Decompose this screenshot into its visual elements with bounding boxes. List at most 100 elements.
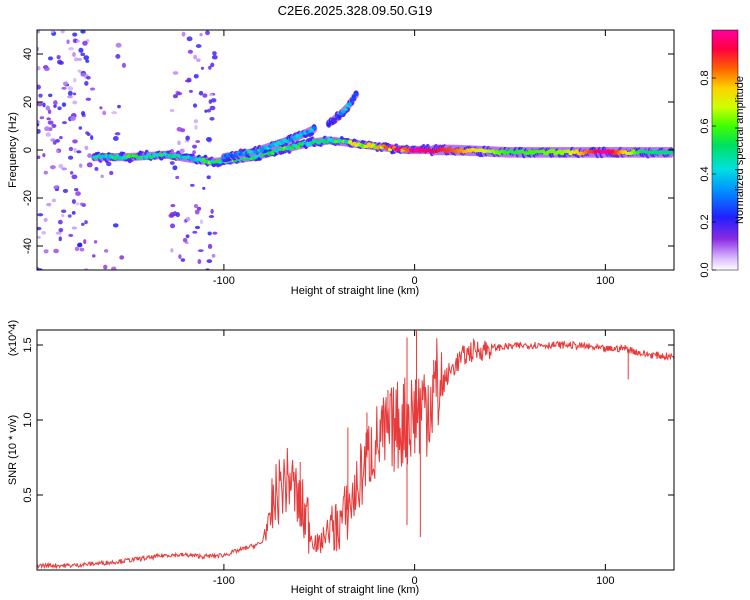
spectrogram-noise-blob [196,58,201,63]
spectrogram-noise-blob [194,209,200,215]
chart-title: C2E6.2025.328.09.50.G19 [278,3,433,18]
spectrogram-noise-blob [176,127,183,132]
spectrogram-noise-blob [84,80,89,86]
spectrogram-ytick-label: -20 [22,190,34,206]
spectrogram-noise-blob [76,150,82,154]
spectrogram-noise-blob [178,254,182,260]
spectrogram-noise-blob [37,66,41,71]
spectrogram-noise-blob [51,198,57,203]
spectrogram-noise-blob [50,138,56,142]
spectrogram-noise-blob [39,116,45,120]
spectrogram-noise-blob [46,117,51,121]
spectrogram-noise-blob [73,57,78,62]
spectrogram-noise-blob [187,49,194,54]
spectrogram-noise-blob [175,175,180,180]
spectrogram-noise-blob [47,56,54,61]
spectrogram-noise-blob [56,54,61,60]
spectrogram-noise-blob [71,199,76,204]
snr-series-line [37,337,674,570]
spectrogram-track-core [341,109,346,114]
spectrogram-noise-blob [199,219,204,225]
spectrogram-noise-blob [44,126,50,132]
spectrogram-noise-blob [85,75,91,80]
spectrogram-noise-blob [79,163,83,168]
spectrogram-noise-blob [80,30,86,34]
spectrogram-noise-blob [197,259,202,265]
spectrogram-noise-blob [37,155,41,160]
spectrogram-noise-blob [111,266,117,270]
spectrogram-ytick-label: 40 [22,48,34,60]
spectrogram-noise-blob [114,132,121,136]
spectrogram-noise-blob [42,102,46,108]
spectrogram-noise-blob [37,119,40,124]
spectrogram-noise-blob [83,55,90,61]
spectrogram-noise-blob [210,98,217,103]
spectrogram-noise-blob [68,47,74,51]
spectrogram-noise-blob [48,93,53,98]
spectrogram-noise-blob [78,126,83,130]
spectrogram-xtick-label: 100 [596,275,614,287]
spectrogram-noise-blob [38,93,43,98]
spectrogram-ticks: -100 0 100 -40 -20 0 20 40 [22,30,674,287]
spectrogram-noise-blob [194,225,201,230]
spectrogram-noise-blob [81,222,85,226]
spectrogram-track-core [444,149,449,154]
spectrogram-noise-blob [211,253,216,258]
spectrogram-noise-blob [61,167,68,171]
spectrogram-track-core [349,97,354,102]
spectrogram-track-core [446,146,451,151]
spectrogram-noise-blob [73,147,77,153]
spectrogram-noise-blob [172,71,179,75]
snr-frame [36,329,675,571]
spectrogram-noise-blob [67,95,73,99]
colorbar-tick-label: 0.0 [699,262,711,277]
spectrogram-noise-blob [169,211,175,217]
spectrogram-noise-blob [41,230,46,235]
spectrogram-track-core [353,92,359,97]
spectrogram-noise-blob [67,155,74,160]
spectrogram-noise-blob [43,66,50,71]
spectrogram-noise-blob [37,102,43,107]
spectrogram-noise-blob [177,140,181,146]
spectrogram-noise-blob [60,30,65,34]
spectrogram-noise-blob [170,248,174,253]
spectrogram-noise-blob [72,92,77,96]
spectrogram-ytick-label: 0 [22,147,34,153]
spectrogram-noise-blob [76,57,83,61]
spectrogram-noise-blob [195,140,201,143]
spectrogram-noise-blob [85,97,92,101]
colorbar-tick-label: 0.8 [699,70,711,85]
spectrogram-noise-blob [79,247,85,252]
spectrogram-noise-blob [55,138,60,143]
spectrogram-noise-blob [193,73,199,79]
snr-ytick-label: 1.0 [22,412,34,427]
spectrogram-noise-blob [80,202,84,206]
spectrogram-track-core [402,147,407,151]
spectrogram-noise-blob [58,228,64,233]
spectrogram-noise-blob [61,214,65,218]
spectrogram-noise-blob [117,104,121,109]
spectrogram-noise-blob [211,54,218,60]
spectrogram-noise-blob [67,214,72,218]
spectrogram-track-core [343,107,348,111]
spectrogram-noise-blob [61,121,68,125]
spectrogram-noise-blob [75,202,80,206]
spectrogram-noise-blob [209,105,216,111]
spectrogram-track-core [347,102,352,107]
spectrogram-noise-blob [208,65,212,70]
spectrogram-noise-blob [206,108,212,113]
spectrogram-ylabel: Frequency (Hz) [7,112,19,188]
spectrogram-noise-blob [181,31,186,37]
spectrogram-noise-blob [115,42,122,48]
spectrogram-noise-blob [49,165,56,170]
spectrogram-noise-blob [179,148,185,153]
spectrogram-noise-blob [47,120,54,125]
spectrogram-noise-blob [169,108,175,113]
spectrogram-noise-blob [51,123,57,129]
colorbar-tick-label: 0.2 [699,214,711,229]
spectrogram-noise-blob [58,163,64,169]
spectrogram-track-core [551,149,556,154]
spectrogram-noise-blob [186,36,193,42]
spectrogram-track-core [326,122,331,127]
